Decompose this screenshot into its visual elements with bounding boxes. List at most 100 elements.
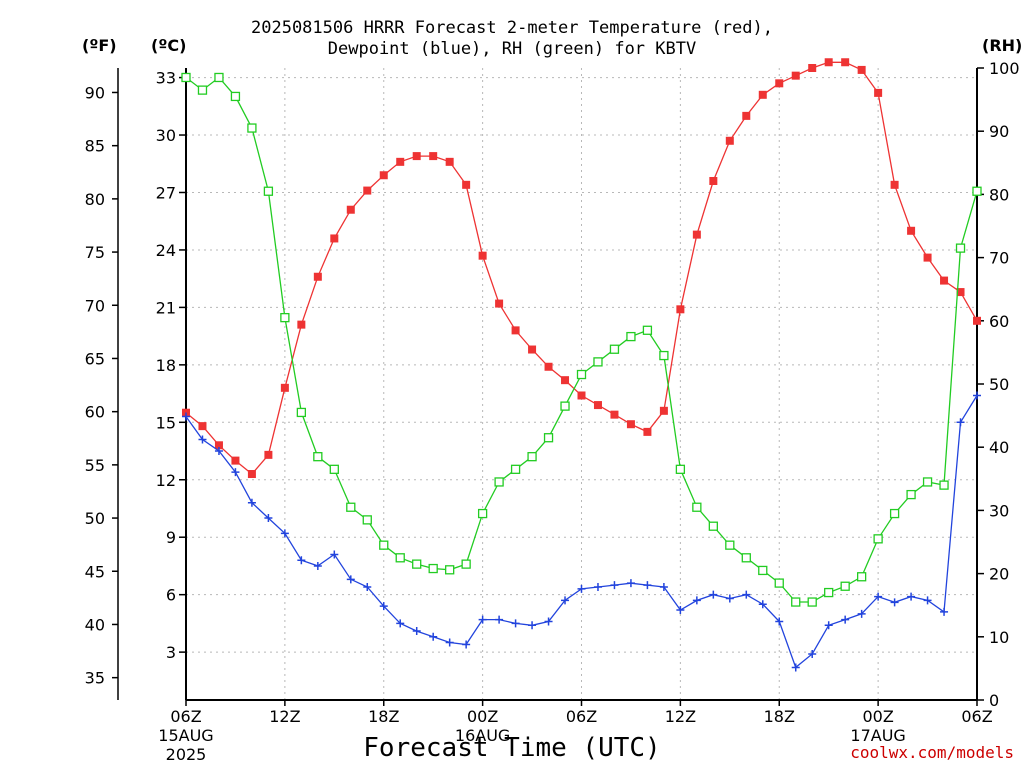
fahrenheit-tick-label: 70 (85, 296, 105, 315)
temperature-point (907, 226, 916, 235)
dewpoint-point (692, 596, 701, 605)
temperature-point (923, 253, 932, 262)
rh-point (214, 72, 224, 83)
dewpoint-point (297, 556, 306, 565)
dewpoint-point (396, 619, 405, 628)
dewpoint-point (758, 600, 767, 609)
rh-point (906, 489, 916, 500)
temperature-point (528, 345, 537, 354)
rh-point (197, 85, 208, 95)
dewpoint-point (841, 615, 850, 624)
temperature-point (676, 305, 685, 314)
temperature-point (725, 136, 734, 145)
rh-point (807, 597, 817, 607)
temperature-point (577, 391, 586, 400)
temperature-point (247, 470, 256, 479)
temperature-point (429, 152, 438, 161)
dewpoint-point (429, 632, 438, 641)
fahrenheit-tick-label: 50 (85, 509, 105, 528)
fahrenheit-tick-label: 55 (85, 456, 105, 475)
rh-point (477, 508, 488, 519)
rh-point (230, 91, 241, 102)
temperature-point (313, 272, 322, 281)
rh-tick-label: 90 (989, 122, 1009, 141)
dewpoint-point (577, 584, 586, 593)
rh-point (593, 357, 603, 367)
temperature-point (940, 276, 949, 285)
dewpoint-point (198, 435, 207, 444)
rh-point (280, 312, 290, 323)
dewpoint-point (231, 468, 240, 477)
dewpoint-point (247, 498, 256, 507)
rh-point (856, 572, 867, 582)
rh-point (692, 502, 702, 512)
temperature-point (412, 152, 421, 161)
x-tick-label: 12Z (269, 707, 300, 726)
temperature-point (445, 157, 454, 166)
rh-point (543, 433, 554, 443)
temperature-point (280, 383, 289, 392)
celsius-tick-label: 18 (156, 356, 176, 375)
rh-tick-label: 0 (989, 691, 999, 710)
dewpoint-point (857, 609, 866, 618)
rh-point (510, 464, 521, 474)
rh-point (412, 559, 422, 569)
rh-unit-label: (RH) (982, 36, 1023, 55)
fahrenheit-tick-label: 35 (85, 669, 105, 688)
dewpoint-point (610, 581, 619, 590)
x-year-label: 2025 (166, 745, 207, 764)
rh-point (576, 369, 587, 380)
temperature-point (346, 205, 355, 214)
rh-point (708, 521, 718, 531)
rh-point (955, 243, 966, 253)
dewpoint-point (808, 650, 817, 659)
rh-point (741, 553, 751, 563)
dewpoint-point (346, 575, 355, 584)
celsius-tick-label: 9 (166, 528, 176, 547)
temperature-point (874, 88, 883, 97)
dewpoint-point (709, 590, 718, 599)
celsius-unit-label: (ºC) (151, 36, 187, 55)
dewpoint-point (363, 583, 372, 592)
temperature-point (626, 420, 635, 429)
dewpoint-point (330, 550, 339, 559)
rh-point (675, 464, 686, 474)
temperature-point (758, 90, 767, 99)
x-tick-label: 06Z (961, 707, 992, 726)
rh-tick-label: 40 (989, 438, 1009, 457)
series-rh (181, 72, 982, 607)
rh-point (445, 565, 455, 575)
dewpoint-point (313, 561, 322, 570)
rh-point (725, 540, 735, 550)
dewpoint-point (626, 579, 635, 588)
temperature-point (264, 450, 273, 459)
rh-point (296, 407, 307, 418)
temperature-point (198, 422, 207, 431)
rh-point (461, 559, 471, 569)
rh-tick-label: 100 (989, 59, 1020, 78)
dewpoint-point (956, 418, 965, 427)
dewpoint-point (561, 596, 570, 605)
temperature-point (643, 427, 652, 436)
fahrenheit-tick-label: 65 (85, 349, 105, 368)
rh-point (362, 515, 372, 525)
rh-point (659, 350, 669, 361)
temperature-point (709, 176, 718, 185)
chart-title-line-2: Dewpoint (blue), RH (green) for KBTV (327, 39, 697, 59)
celsius-tick-label: 15 (156, 413, 176, 432)
x-tick-label: 00Z (862, 707, 893, 726)
fahrenheit-tick-label: 75 (85, 243, 105, 262)
dewpoint-point (445, 638, 454, 647)
temperature-point (659, 406, 668, 415)
rh-point (791, 597, 801, 607)
dewpoint-point (725, 594, 734, 603)
temperature-point (214, 441, 223, 450)
rh-point (379, 540, 389, 550)
rh-tick-label: 70 (989, 249, 1009, 268)
dewpoint-point (791, 663, 800, 672)
x-tick-label: 18Z (368, 707, 399, 726)
series-temperature (182, 58, 981, 479)
temperature-point (297, 320, 306, 329)
temperature-point (808, 64, 817, 72)
